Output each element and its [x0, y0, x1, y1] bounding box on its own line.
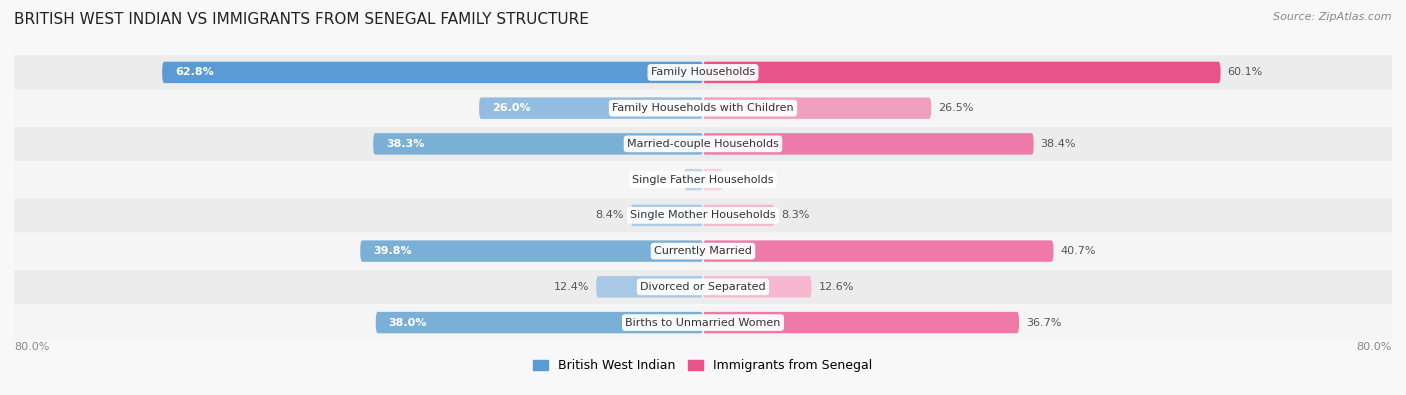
- FancyBboxPatch shape: [360, 241, 703, 262]
- Text: 12.4%: 12.4%: [554, 282, 589, 292]
- FancyBboxPatch shape: [6, 162, 1400, 197]
- Text: Single Mother Households: Single Mother Households: [630, 211, 776, 220]
- Text: 36.7%: 36.7%: [1026, 318, 1062, 327]
- Text: BRITISH WEST INDIAN VS IMMIGRANTS FROM SENEGAL FAMILY STRUCTURE: BRITISH WEST INDIAN VS IMMIGRANTS FROM S…: [14, 12, 589, 27]
- FancyBboxPatch shape: [6, 127, 1400, 161]
- Text: 60.1%: 60.1%: [1227, 68, 1263, 77]
- FancyBboxPatch shape: [479, 98, 703, 119]
- Text: 2.2%: 2.2%: [648, 175, 678, 184]
- Legend: British West Indian, Immigrants from Senegal: British West Indian, Immigrants from Sen…: [529, 354, 877, 377]
- Text: 8.3%: 8.3%: [782, 211, 810, 220]
- FancyBboxPatch shape: [703, 133, 1033, 154]
- Text: Family Households: Family Households: [651, 68, 755, 77]
- FancyBboxPatch shape: [703, 98, 931, 119]
- FancyBboxPatch shape: [703, 205, 775, 226]
- Text: 12.6%: 12.6%: [818, 282, 853, 292]
- FancyBboxPatch shape: [6, 91, 1400, 125]
- Text: Family Households with Children: Family Households with Children: [612, 103, 794, 113]
- Text: Currently Married: Currently Married: [654, 246, 752, 256]
- Text: 80.0%: 80.0%: [14, 342, 49, 352]
- FancyBboxPatch shape: [6, 234, 1400, 268]
- FancyBboxPatch shape: [6, 198, 1400, 233]
- Text: 2.3%: 2.3%: [730, 175, 758, 184]
- Text: Divorced or Separated: Divorced or Separated: [640, 282, 766, 292]
- FancyBboxPatch shape: [6, 55, 1400, 90]
- FancyBboxPatch shape: [703, 312, 1019, 333]
- FancyBboxPatch shape: [703, 241, 1053, 262]
- FancyBboxPatch shape: [373, 133, 703, 154]
- FancyBboxPatch shape: [6, 270, 1400, 304]
- FancyBboxPatch shape: [703, 276, 811, 297]
- Text: 62.8%: 62.8%: [176, 68, 214, 77]
- Text: 39.8%: 39.8%: [373, 246, 412, 256]
- Text: Births to Unmarried Women: Births to Unmarried Women: [626, 318, 780, 327]
- FancyBboxPatch shape: [596, 276, 703, 297]
- Text: 38.4%: 38.4%: [1040, 139, 1076, 149]
- Text: 26.0%: 26.0%: [492, 103, 530, 113]
- Text: 80.0%: 80.0%: [1357, 342, 1392, 352]
- Text: 8.4%: 8.4%: [595, 211, 624, 220]
- FancyBboxPatch shape: [631, 205, 703, 226]
- Text: Source: ZipAtlas.com: Source: ZipAtlas.com: [1274, 12, 1392, 22]
- Text: 40.7%: 40.7%: [1060, 246, 1095, 256]
- FancyBboxPatch shape: [162, 62, 703, 83]
- FancyBboxPatch shape: [703, 169, 723, 190]
- Text: 26.5%: 26.5%: [938, 103, 973, 113]
- FancyBboxPatch shape: [6, 305, 1400, 340]
- Text: Single Father Households: Single Father Households: [633, 175, 773, 184]
- FancyBboxPatch shape: [685, 169, 703, 190]
- FancyBboxPatch shape: [703, 62, 1220, 83]
- FancyBboxPatch shape: [375, 312, 703, 333]
- Text: 38.0%: 38.0%: [388, 318, 427, 327]
- Text: 38.3%: 38.3%: [387, 139, 425, 149]
- Text: Married-couple Households: Married-couple Households: [627, 139, 779, 149]
